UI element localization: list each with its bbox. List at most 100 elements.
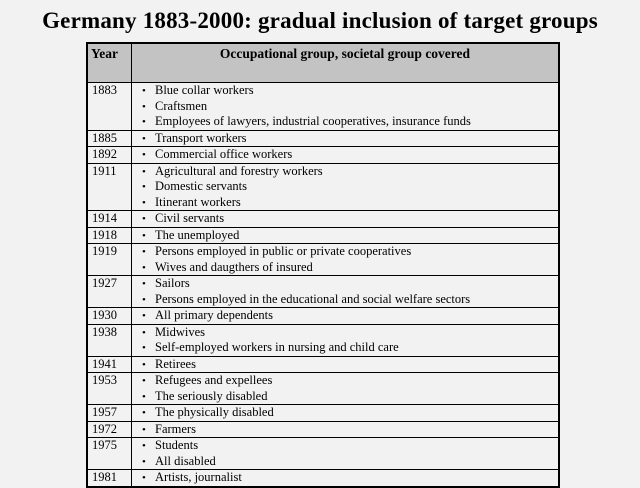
- bullet-icon: •: [142, 165, 146, 178]
- table-row: 1918 • The unemployed: [86, 226, 560, 244]
- bullet-icon: •: [142, 407, 146, 419]
- bullet-icon: •: [142, 375, 146, 387]
- bullet-item: • Agricultural and forestry workers: [132, 164, 558, 180]
- bullet-icon: •: [142, 85, 146, 97]
- bullet-icon: •: [142, 100, 146, 113]
- table-row: 1975 • Students • All disabled: [86, 437, 560, 470]
- bullet-text: The unemployed: [155, 227, 240, 242]
- bullet-item: • Craftsmen: [132, 99, 558, 115]
- table-row: 1972 • Farmers: [86, 420, 560, 438]
- table-row: 1953 • Refugees and expellees • The seriousl…: [86, 372, 560, 405]
- groups-cell: • Midwives • Self-employed workers in nursi…: [131, 323, 560, 357]
- groups-cell: • Retirees: [131, 355, 560, 373]
- bullet-item: • Itinerant workers: [132, 195, 558, 211]
- bullet-text: All primary dependents: [155, 308, 274, 322]
- bullet-text: Employees of lawyers, industrial coopera…: [155, 114, 471, 128]
- bullet-item: • Self-employed workers in nursing and ch…: [132, 340, 558, 356]
- table-header: Year Occupational group, societal group …: [86, 42, 560, 83]
- year-cell: 1927: [86, 275, 132, 308]
- bullet-icon: •: [142, 213, 146, 225]
- bullet-item: • Blue collar workers: [132, 83, 558, 99]
- bullet-text: All disabled: [155, 453, 216, 468]
- bullet-icon: •: [142, 132, 146, 145]
- bullet-text: Domestic servants: [155, 179, 247, 193]
- bullet-text: Students: [155, 438, 199, 452]
- year-cell: 1919: [86, 243, 132, 276]
- groups-cell: • Blue collar workers • Craftsmen • Employees…: [131, 82, 560, 131]
- bullet-text: Artists, journalist: [155, 470, 242, 484]
- year-cell: 1981: [86, 469, 132, 487]
- groups-cell: • All primary dependents: [131, 307, 560, 325]
- year-cell: 1957: [86, 404, 132, 422]
- groups-cell: • Persons employed in public or private c…: [131, 243, 560, 276]
- bullet-item: • Farmers: [132, 422, 558, 438]
- bullet-item: • All disabled: [132, 454, 558, 470]
- table-row: 1914 • Civil servants: [86, 210, 560, 228]
- bullet-icon: •: [142, 116, 146, 128]
- table-row: 1885 • Transport workers: [86, 129, 560, 147]
- bullet-text: Refugees and expellees: [155, 373, 273, 387]
- bullet-text: Agricultural and forestry workers: [155, 163, 323, 178]
- bullet-icon: •: [142, 310, 146, 322]
- bullet-text: Farmers: [155, 421, 196, 436]
- year-cell: 1885: [86, 129, 132, 147]
- bullet-icon: •: [142, 196, 146, 209]
- year-cell: 1911: [86, 162, 132, 211]
- bullet-item: • Refugees and expellees: [132, 373, 558, 389]
- year-cell: 1941: [86, 355, 132, 373]
- bullet-item: • The unemployed: [132, 228, 558, 244]
- bullet-item: • Persons employed in the educational and…: [132, 292, 558, 308]
- table-body: 1883 • Blue collar workers • Craftsmen • Emplo…: [86, 82, 560, 487]
- year-column-header: Year: [86, 42, 132, 83]
- header-row: Year Occupational group, societal group …: [86, 42, 560, 83]
- bullet-icon: •: [142, 342, 146, 354]
- bullet-item: • Persons employed in public or private c…: [132, 244, 558, 260]
- bullet-text: Midwives: [155, 324, 205, 339]
- bullet-icon: •: [142, 149, 146, 161]
- table-row: 1883 • Blue collar workers • Craftsmen • Emplo…: [86, 82, 560, 131]
- year-cell: 1972: [86, 420, 132, 438]
- bullet-item: • Students: [132, 438, 558, 454]
- bullet-text: Self-employed workers in nursing and chi…: [155, 340, 399, 354]
- bullet-icon: •: [142, 261, 146, 274]
- table-row: 1927 • Sailors • Persons employed in the edu…: [86, 275, 560, 308]
- bullet-item: • Wives and daugthers of insured: [132, 260, 558, 276]
- table-row: 1938 • Midwives • Self-employed workers in n…: [86, 323, 560, 357]
- groups-cell: • Farmers: [131, 420, 560, 438]
- groups-cell: • Commercial office workers: [131, 146, 560, 164]
- groups-cell: • Refugees and expellees • The seriously di…: [131, 372, 560, 405]
- bullet-item: • Midwives: [132, 325, 558, 341]
- table-row: 1892 • Commercial office workers: [86, 146, 560, 164]
- bullet-item: • Civil servants: [132, 211, 558, 227]
- groups-cell: • Artists, journalist: [131, 469, 560, 487]
- year-cell: 1918: [86, 226, 132, 244]
- groups-cell: • Students • All disabled: [131, 437, 560, 470]
- bullet-item: • Retirees: [132, 357, 558, 373]
- bullet-item: • All primary dependents: [132, 308, 558, 324]
- year-cell: 1892: [86, 146, 132, 164]
- year-cell: 1938: [86, 323, 132, 357]
- bullet-text: Persons employed in the educational and …: [155, 291, 471, 306]
- bullet-item: • Transport workers: [132, 131, 558, 147]
- year-cell: 1930: [86, 307, 132, 325]
- bullet-text: Wives and daugthers of insured: [155, 259, 313, 274]
- bullet-text: Craftsmen: [155, 98, 208, 113]
- bullet-item: • The physically disabled: [132, 405, 558, 421]
- bullet-icon: •: [142, 440, 146, 452]
- groups-cell: • Civil servants: [131, 210, 560, 228]
- bullet-text: Civil servants: [155, 211, 225, 225]
- year-cell: 1953: [86, 372, 132, 405]
- slide-title: Germany 1883-2000: gradual inclusion of …: [42, 8, 598, 33]
- bullet-text: Sailors: [155, 276, 190, 290]
- group-column-header: Occupational group, societal group cover…: [131, 42, 560, 83]
- table-row: 1941 • Retirees: [86, 355, 560, 373]
- bullet-item: • Sailors: [132, 276, 558, 292]
- bullet-icon: •: [142, 358, 146, 371]
- bullet-icon: •: [142, 293, 146, 306]
- bullet-text: Itinerant workers: [155, 194, 241, 209]
- year-cell: 1975: [86, 437, 132, 470]
- bullet-item: • Employees of lawyers, industrial cooper…: [132, 114, 558, 130]
- bullet-text: The physically disabled: [155, 405, 274, 419]
- bullet-item: • The seriously disabled: [132, 389, 558, 405]
- table-row: 1911 • Agricultural and forestry workers • D…: [86, 162, 560, 211]
